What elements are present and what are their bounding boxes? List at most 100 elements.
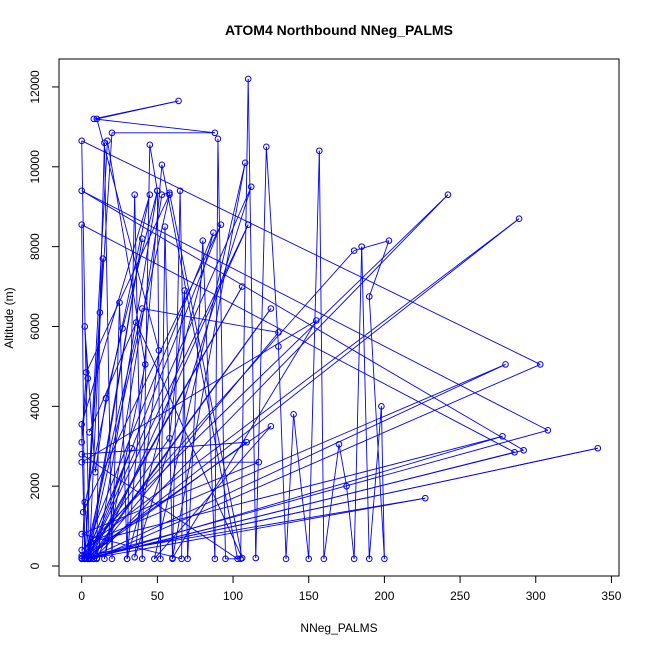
series-line-segment bbox=[96, 100, 179, 120]
data-point bbox=[499, 432, 506, 440]
series-line-segment bbox=[81, 190, 549, 431]
data-point bbox=[85, 428, 93, 436]
data-point bbox=[138, 235, 146, 242]
data-point bbox=[536, 361, 544, 368]
data-point bbox=[151, 555, 158, 563]
series-line-segment bbox=[93, 363, 541, 560]
data-point bbox=[102, 395, 110, 402]
data-point bbox=[365, 555, 373, 563]
data-point bbox=[161, 223, 169, 230]
series-line-segment bbox=[361, 246, 370, 559]
series-line-segment bbox=[247, 78, 257, 559]
series-line-segment bbox=[181, 290, 186, 559]
data-point bbox=[166, 434, 173, 442]
series-line-segment bbox=[85, 194, 170, 373]
data-point bbox=[222, 555, 229, 563]
data-point bbox=[123, 555, 131, 563]
data-point bbox=[104, 137, 111, 145]
data-point bbox=[210, 229, 217, 236]
data-point bbox=[178, 555, 185, 563]
x-tick-label: 150 bbox=[299, 589, 319, 603]
data-point bbox=[214, 135, 222, 143]
data-point bbox=[78, 554, 86, 562]
data-point bbox=[158, 191, 166, 199]
series-line-segment bbox=[90, 363, 506, 543]
series-line-segment bbox=[89, 497, 426, 560]
series-line-segment bbox=[380, 406, 385, 559]
data-point bbox=[267, 422, 275, 430]
data-point bbox=[217, 221, 225, 228]
series-line-segment bbox=[81, 378, 89, 443]
data-point bbox=[132, 319, 140, 326]
x-tick-label: 300 bbox=[526, 589, 546, 603]
y-axis-label: Altitude (m) bbox=[2, 287, 16, 348]
series-line-segment bbox=[81, 232, 214, 559]
data-point bbox=[87, 538, 95, 546]
data-point bbox=[108, 129, 116, 137]
data-point bbox=[82, 369, 90, 376]
data-point bbox=[154, 187, 161, 195]
data-point bbox=[101, 555, 108, 563]
data-point bbox=[78, 420, 86, 428]
series-line-segment bbox=[87, 224, 222, 559]
data-point bbox=[176, 187, 184, 195]
series-line-segment bbox=[318, 150, 325, 559]
data-point bbox=[365, 293, 373, 300]
data-point bbox=[255, 458, 263, 466]
series-line-segment bbox=[255, 146, 267, 559]
x-axis-label: NNeg_PALMS bbox=[300, 621, 377, 635]
series-line-segment bbox=[278, 346, 287, 559]
data-point bbox=[312, 317, 320, 324]
series-line-segment bbox=[293, 414, 310, 559]
data-point bbox=[92, 468, 99, 476]
data-point bbox=[90, 115, 98, 123]
data-point bbox=[155, 347, 163, 354]
data-point bbox=[99, 255, 107, 262]
data-point bbox=[520, 446, 527, 454]
series-line-segment bbox=[103, 142, 113, 559]
data-point bbox=[138, 305, 146, 312]
series-line-segment bbox=[84, 438, 170, 559]
series-line-segment bbox=[88, 322, 137, 433]
data-point bbox=[263, 143, 270, 151]
data-point bbox=[305, 555, 313, 563]
series-line-segment bbox=[81, 250, 355, 557]
data-point bbox=[116, 299, 123, 306]
data-point bbox=[131, 553, 138, 561]
series-line-segment bbox=[81, 140, 541, 365]
series-line-segment bbox=[134, 186, 252, 558]
data-point bbox=[241, 159, 249, 167]
data-point bbox=[234, 555, 241, 563]
series-line-segment bbox=[126, 232, 214, 559]
series-line-segment bbox=[81, 224, 86, 559]
data-point bbox=[267, 305, 275, 312]
x-tick-label: 350 bbox=[601, 589, 621, 603]
data-point bbox=[350, 555, 358, 563]
data-point bbox=[78, 438, 86, 446]
data-point bbox=[81, 498, 89, 506]
series-line-segment bbox=[88, 258, 104, 559]
series-line-segment bbox=[142, 308, 279, 333]
data-point bbox=[243, 438, 250, 446]
series-line-segment bbox=[81, 194, 449, 551]
series-line-segment bbox=[172, 320, 317, 559]
series-line-segment bbox=[202, 240, 216, 559]
y-tick-label: 6000 bbox=[28, 313, 42, 340]
series-line-segment bbox=[89, 451, 515, 560]
series-line-segment bbox=[187, 240, 204, 559]
series-line-segment bbox=[214, 138, 219, 559]
data-point bbox=[381, 555, 388, 563]
chart-title: ATOM4 Northbound NNeg_PALMS bbox=[225, 22, 453, 38]
data-point bbox=[78, 450, 86, 458]
y-tick-label: 4000 bbox=[28, 393, 42, 420]
series-line-segment bbox=[368, 240, 390, 297]
series-line-segment bbox=[135, 322, 243, 559]
data-point bbox=[81, 555, 89, 563]
data-point bbox=[335, 440, 343, 448]
series-line-segment bbox=[240, 78, 249, 559]
series-line-segment bbox=[90, 332, 279, 560]
data-point bbox=[316, 147, 323, 155]
data-point bbox=[244, 221, 252, 228]
data-point bbox=[290, 411, 297, 418]
series-line-segment bbox=[153, 162, 246, 559]
